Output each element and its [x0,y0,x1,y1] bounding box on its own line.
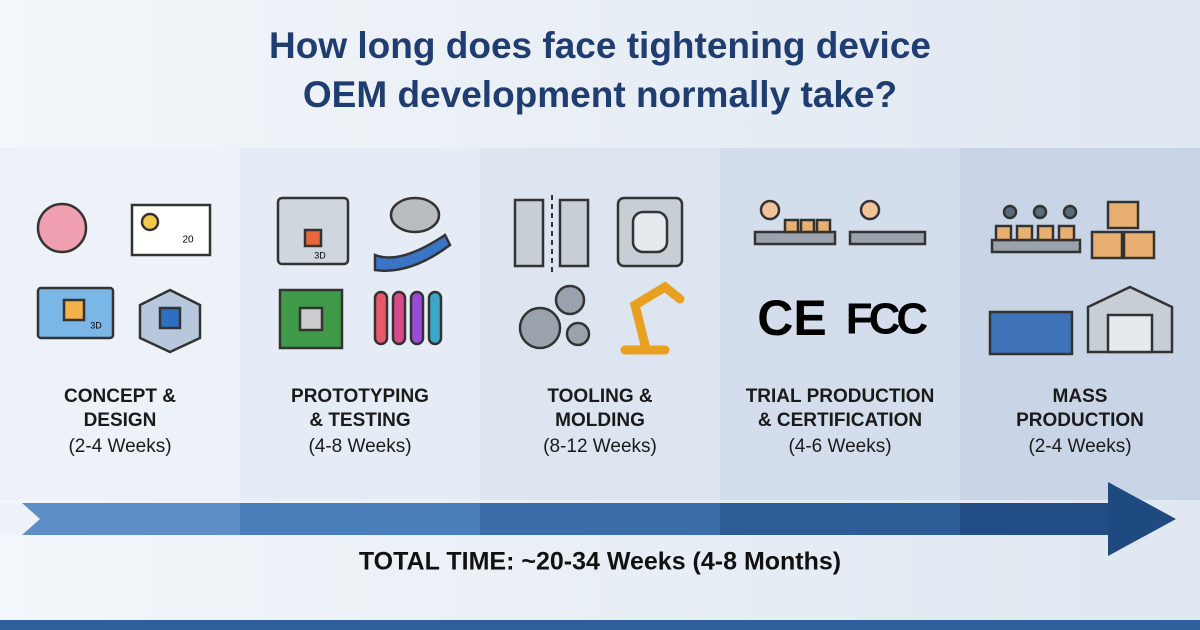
stage-name: & TESTING [309,410,410,431]
icon-mold-left [513,198,545,268]
icon-label: 3D [90,320,102,330]
arrow-segment [960,503,1110,535]
icon-door [1106,313,1154,354]
arrow-segment [480,503,720,535]
icon-cube-core [158,306,182,330]
icon-lamp [1002,204,1018,220]
stage-name: DESIGN [84,410,157,431]
bottom-strip [0,620,1200,630]
icon-test-tube [427,290,443,346]
icon-container [988,310,1074,356]
icon-hand [373,233,452,272]
stage-duration: (2-4 Weeks) [1028,436,1131,457]
icon-chip-core [298,306,324,332]
stage-icons [988,200,1174,356]
icon-mold-right [558,198,590,268]
arrow-segment [22,503,240,535]
cert-mark: FCC [846,295,928,344]
icon-box [799,218,816,234]
stage-name: CONCEPT & [64,386,176,407]
icon-conveyor [990,238,1082,254]
icon-lamp [1032,204,1048,220]
icon-brain [36,202,88,254]
stage-icons: 20 3D [36,202,212,354]
icon-robot-arm [620,281,685,355]
icon-test-tube [373,290,389,346]
icon-worker [759,199,781,221]
icon-box [1057,224,1076,242]
stage-name: PROTOTYPING [291,386,429,407]
stage-name: & CERTIFICATION [758,410,922,431]
stage-name: MOLDING [555,410,645,431]
stage-name: MASS [1053,386,1108,407]
icon-conveyor [848,230,927,246]
icon-box [783,218,800,234]
stage-duration: (2-4 Weeks) [68,436,171,457]
icon-box [1106,200,1140,230]
cert-mark: CE [757,290,826,346]
icon-cavity [631,210,669,254]
title-line: How long does face tightening device [269,25,931,66]
icon-gear [565,321,591,347]
stage-icons: CE FCC [753,199,931,346]
stage-name: TOOLING & [547,386,652,407]
icon-conveyor [753,230,837,246]
icon-label: 3D [314,250,326,260]
icon-label: 20 [182,235,194,246]
icon-book [130,203,212,257]
icon-bulb [140,212,160,232]
timeline-arrow [0,482,1176,556]
arrow-segment [720,503,960,535]
columns: 20 3D CONCEPT & DESIGN (2-4 Weeks) 3D PROTOTYP… [0,148,1200,500]
total-time: TOTAL TIME: ~20-34 Weeks (4-8 Months) [359,548,841,576]
stage-duration: (4-8 Weeks) [308,436,411,457]
icon-test-tube [391,290,407,346]
stage-icons: 3D [276,196,452,350]
icon-test-tube [409,290,425,346]
icon-worker [859,199,881,221]
stage-name: PRODUCTION [1016,410,1144,431]
column-bg [720,148,960,500]
title-line: OEM development normally take? [303,74,897,115]
arrow-segment [240,503,480,535]
arrow-head [1108,482,1176,556]
icon-gear [518,306,562,350]
icon-cube [62,298,86,322]
icon-box [1090,230,1124,260]
icon-box [1036,224,1055,242]
icon-box [815,218,832,234]
icon-lamp [1062,204,1078,220]
icon-gear [554,284,586,316]
stage-duration: (8-12 Weeks) [543,436,657,457]
icon-box [994,224,1013,242]
stage-icons [513,195,685,355]
arrow-notch [0,503,40,535]
icon-box [1015,224,1034,242]
icon-box [1122,230,1156,260]
icon-rock [389,196,441,234]
icon-print-cube [303,228,323,248]
stage-name: TRIAL PRODUCTION [746,386,935,407]
stage-duration: (4-6 Weeks) [788,436,891,457]
